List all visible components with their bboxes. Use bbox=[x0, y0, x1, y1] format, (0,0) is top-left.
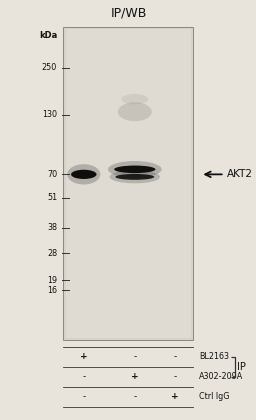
Text: -: - bbox=[173, 372, 176, 381]
Text: 130: 130 bbox=[42, 110, 57, 119]
Text: +: + bbox=[171, 392, 179, 402]
Text: BL2163: BL2163 bbox=[199, 352, 229, 361]
Ellipse shape bbox=[121, 94, 148, 105]
Text: 38: 38 bbox=[47, 223, 57, 232]
Ellipse shape bbox=[67, 164, 100, 184]
Ellipse shape bbox=[115, 174, 154, 180]
Ellipse shape bbox=[108, 161, 162, 178]
Text: 70: 70 bbox=[47, 170, 57, 179]
Text: -: - bbox=[173, 352, 176, 361]
Text: Ctrl IgG: Ctrl IgG bbox=[199, 392, 230, 402]
FancyBboxPatch shape bbox=[63, 27, 193, 340]
Text: 19: 19 bbox=[47, 276, 57, 285]
Ellipse shape bbox=[118, 102, 152, 121]
Text: A302-209A: A302-209A bbox=[199, 372, 243, 381]
Text: 51: 51 bbox=[47, 193, 57, 202]
Text: 250: 250 bbox=[42, 63, 57, 73]
Ellipse shape bbox=[114, 165, 155, 173]
Text: IP/WB: IP/WB bbox=[111, 6, 147, 19]
Text: 28: 28 bbox=[47, 249, 57, 258]
Text: -: - bbox=[82, 372, 86, 381]
Text: +: + bbox=[131, 372, 138, 381]
Text: -: - bbox=[133, 352, 136, 361]
Text: IP: IP bbox=[237, 362, 246, 372]
Text: 16: 16 bbox=[47, 286, 57, 295]
Ellipse shape bbox=[110, 171, 160, 184]
Text: kDa: kDa bbox=[39, 31, 57, 39]
Text: -: - bbox=[82, 392, 86, 402]
Text: -: - bbox=[133, 392, 136, 402]
Ellipse shape bbox=[71, 170, 97, 179]
Text: +: + bbox=[80, 352, 88, 361]
FancyBboxPatch shape bbox=[66, 29, 191, 338]
Text: AKT2: AKT2 bbox=[227, 169, 253, 179]
